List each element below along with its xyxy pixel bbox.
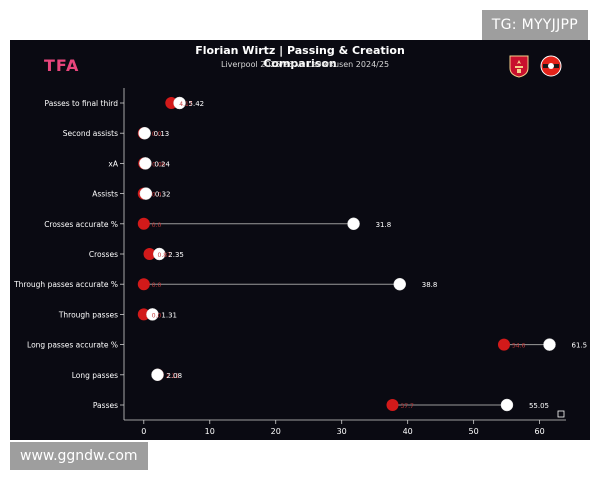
liverpool-value-label: 2.12	[166, 373, 180, 380]
leverkusen-value-label: 61.5	[572, 342, 588, 350]
leverkusen-value-label: 55.05	[529, 402, 549, 410]
leverkusen-point	[139, 187, 153, 200]
category-label: xA	[108, 159, 118, 168]
chart-subtitle: Liverpool 2025/26 vs Leverkusen 2024/25	[220, 60, 390, 69]
leverkusen-point	[500, 398, 514, 412]
category-label: Passes	[93, 401, 118, 410]
x-tick-label: 30	[337, 427, 347, 436]
leverkusen-point	[139, 157, 152, 170]
category-label: Assists	[92, 190, 118, 199]
liverpool-value-label: 0.0	[152, 222, 162, 229]
liverpool-value-label: 4.17	[179, 101, 193, 108]
corner-box-icon	[557, 410, 565, 418]
chart-panel	[10, 40, 590, 440]
liverpool-point	[137, 217, 150, 230]
liverpool-value-label: 0.0	[152, 131, 162, 138]
liverpool-value-label: 0.0	[152, 192, 162, 199]
x-tick-label: 10	[205, 427, 215, 436]
category-label: Through passes	[58, 310, 118, 319]
category-label: Second assists	[63, 129, 118, 138]
category-label: Crosses	[89, 250, 118, 259]
x-tick-label: 0	[141, 427, 146, 436]
leverkusen-point	[393, 277, 407, 291]
leverkusen-value-label: 0.13	[154, 130, 170, 138]
leverkusen-point	[138, 126, 151, 140]
liverpool-value-label: 0.87	[158, 252, 172, 259]
liverpool-value-label: 0.06	[152, 161, 166, 168]
leverkusen-value-label: 0.24	[154, 160, 170, 168]
leverkusen-point	[153, 247, 166, 261]
x-tick-label: 50	[469, 427, 479, 436]
liverpool-crest-icon	[509, 55, 529, 78]
chart-title: Florian Wirtz | Passing & Creation Compa…	[195, 44, 405, 70]
liverpool-point	[137, 278, 150, 291]
leverkusen-value-label: 2.35	[168, 251, 184, 259]
category-label: Long passes	[72, 371, 118, 380]
leverkusen-value-label: 5.42	[189, 100, 205, 108]
leverkusen-point	[347, 217, 360, 231]
liverpool-point	[386, 399, 399, 411]
liverpool-value-label: 0.0	[152, 312, 162, 319]
liverpool-value-label: 54.6	[512, 343, 526, 350]
leverkusen-point	[543, 338, 556, 351]
category-label: Through passes accurate %	[13, 280, 118, 289]
leverkusen-value-label: 31.8	[376, 221, 392, 229]
leverkusen-value-label: 0.32	[155, 191, 171, 199]
liverpool-value-label: 37.7	[400, 403, 414, 410]
x-tick-label: 20	[271, 427, 281, 436]
category-label: Crosses accurate %	[44, 220, 118, 229]
leverkusen-value-label: 2.08	[167, 372, 183, 380]
liverpool-point	[497, 338, 510, 351]
liverpool-point	[137, 308, 150, 321]
category-label: Long passes accurate %	[27, 341, 118, 350]
x-tick-label: 40	[403, 427, 413, 436]
liverpool-value-label: 0.0	[152, 282, 162, 289]
leverkusen-point	[173, 96, 186, 110]
watermark-telegram: TG: MYYJJPP	[481, 10, 588, 40]
leverkusen-value-label: 1.31	[161, 311, 177, 319]
category-label: Passes to final third	[45, 99, 119, 108]
watermark-site: www.ggndw.com	[10, 442, 148, 470]
x-tick-label: 60	[535, 427, 545, 436]
leverkusen-point	[151, 368, 164, 382]
liverpool-point	[143, 248, 156, 260]
leverkusen-crest-icon	[540, 55, 562, 77]
tfa-logo: TFA	[44, 56, 80, 75]
leverkusen-value-label: 38.8	[422, 281, 438, 289]
leverkusen-point	[146, 308, 159, 321]
